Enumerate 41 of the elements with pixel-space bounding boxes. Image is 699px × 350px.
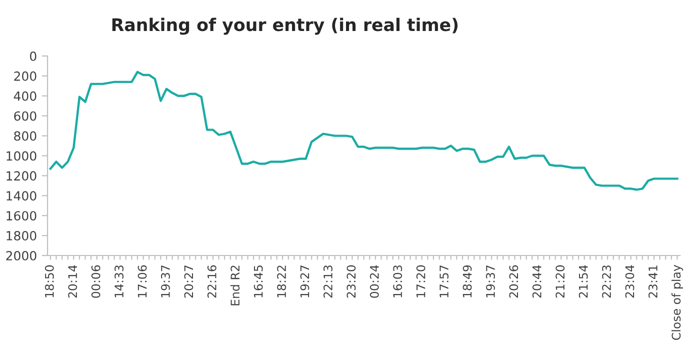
y-tick-label: 400: [14, 91, 36, 101]
x-tick-label: 14:33: [114, 265, 124, 298]
x-tick-label: 18:22: [277, 266, 286, 298]
y-tick-label: 800: [14, 131, 36, 141]
x-tick-label: 18:49: [462, 265, 472, 298]
y-tick-label: 1400: [6, 191, 36, 201]
x-tick-label: 18:50: [44, 265, 54, 298]
x-tick-label: 22:13: [324, 265, 332, 298]
x-tick-label: 22:23: [602, 265, 612, 298]
y-tick-label: 600: [14, 111, 36, 121]
x-tick-label: 21:54: [578, 265, 588, 298]
y-tick-label: 200: [14, 71, 36, 81]
x-tick-label: 20:27: [184, 266, 194, 298]
x-tick-label: 17:57: [440, 266, 449, 298]
line-series: [49, 70, 678, 191]
x-tick-label: 23:04: [625, 265, 634, 298]
x-tick-label: 16:45: [254, 266, 263, 298]
x-tick-label: 19:37: [161, 266, 170, 298]
x-tick-label: Close of play: [672, 264, 683, 340]
y-tick-label: 0: [30, 51, 36, 61]
x-tick-label: 22:16: [207, 265, 216, 298]
y-tick-label: 2000: [6, 250, 36, 260]
x-tick-label: 00:06: [91, 265, 100, 298]
x-tick-label: 23:41: [648, 266, 658, 298]
x-tick-label: 00:24: [370, 265, 379, 298]
chart-title: Ranking of your entry (in real time): [112, 18, 458, 35]
x-tick-label: 19:37: [486, 266, 495, 298]
y-tick-label: 1800: [6, 231, 36, 240]
x-tick-label: 16:03: [393, 265, 402, 298]
x-tick-label: 20:26: [509, 265, 518, 298]
x-tick-label: 17:20: [416, 265, 426, 298]
x-tick-label: 23:20: [346, 265, 356, 298]
y-tick-label: 1000: [6, 151, 36, 161]
y-tick-label: 1200: [6, 171, 36, 181]
x-tick-label: 20:44: [532, 265, 542, 298]
x-tick-label: 17:06: [138, 265, 147, 298]
x-tick-label: 21:20: [556, 265, 565, 298]
x-tick-label: 20:14: [68, 265, 78, 298]
x-tick-label: End R2: [230, 266, 240, 306]
y-tick-label: 1600: [6, 211, 36, 221]
x-tick-label: 19:27: [300, 266, 310, 298]
